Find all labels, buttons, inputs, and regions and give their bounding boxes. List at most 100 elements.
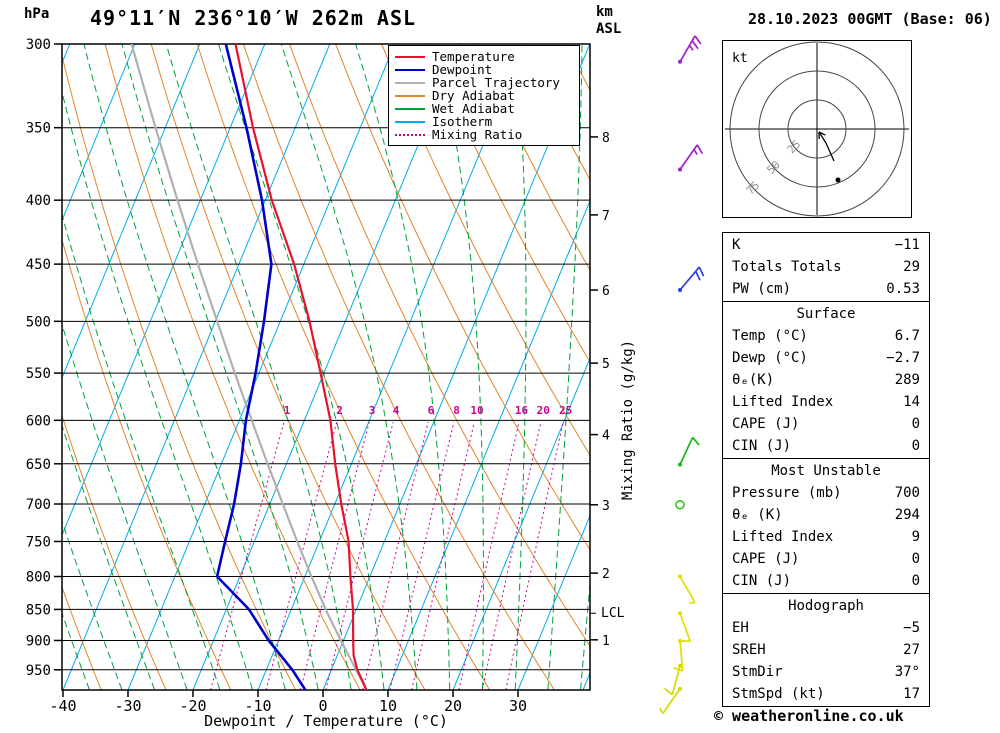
stat-value: 29 [903, 259, 920, 275]
mixing-ratio-axis-label: Mixing Ratio (g/kg) [620, 339, 636, 501]
stats-section-header: Surface [796, 306, 856, 322]
stat-label: Lifted Index [732, 529, 834, 545]
mixing-ratio-lines [210, 421, 564, 690]
stats-section: Most Unstable Pressure (mb) 700 θₑ (K) 294 Li… [722, 458, 930, 594]
dewpoint-curve [215, 44, 307, 690]
temperature-tick-label: 30 [509, 697, 527, 715]
hodograph-wind-trace [818, 131, 835, 162]
km-tick-label: 4 [602, 429, 610, 444]
x-axis-label: Dewpoint / Temperature (°C) [204, 712, 448, 730]
stat-label: θₑ(K) [732, 372, 775, 388]
altitude-unit-label: km ASL [596, 4, 621, 38]
wind-barb [659, 686, 682, 714]
temperature-tick-label: -10 [244, 697, 271, 715]
stat-label: PW (cm) [732, 281, 792, 297]
stat-label: CAPE (J) [732, 416, 800, 432]
stat-row: CAPE (J) 0 [723, 548, 929, 570]
stat-label: θₑ (K) [732, 507, 783, 523]
km-tick-label: 6 [602, 284, 610, 299]
legend-line-swatch [395, 55, 425, 58]
stat-value: 0 [911, 573, 920, 589]
legend-item: Dewpoint [395, 63, 573, 76]
hodograph-panel: 25 50 75 kt [722, 40, 912, 218]
stats-section-header: Most Unstable [771, 463, 881, 479]
parcel-trajectory-curve [130, 44, 368, 690]
stat-value: 14 [903, 394, 920, 410]
run-date-label: 28.10.2023 00GMT (Base: 06) [748, 10, 992, 28]
legend-item: Parcel Trajectory [395, 76, 573, 89]
mixing-ratio-label: 3 [369, 404, 376, 417]
wind-barb [672, 639, 684, 672]
km-axis: 1 2 3 4 5 6 7 8 LCL [590, 131, 625, 649]
stat-value: −5 [903, 620, 920, 636]
stat-value: 294 [894, 507, 920, 523]
stat-value: −2.7 [886, 350, 920, 366]
hodograph-trace-arrowhead [818, 131, 826, 136]
stats-tables: K −11 Totals Totals 29 PW (cm) 0.53 Surface Tem… [722, 232, 930, 707]
stat-label: StmDir [732, 664, 783, 680]
stat-value: 9 [911, 529, 920, 545]
temperature-tick-label: -20 [179, 697, 206, 715]
stat-value: 0.53 [886, 281, 920, 297]
km-tick-label: 8 [602, 131, 610, 146]
wind-barb [663, 663, 682, 696]
legend-label: Mixing Ratio [432, 127, 523, 142]
altitude-unit-km: km [596, 4, 613, 20]
temperature-curve [234, 44, 368, 690]
stat-row: Lifted Index 9 [723, 526, 929, 548]
mixing-ratio-label: 20 [537, 404, 550, 417]
legend-label: Isotherm [432, 114, 493, 129]
stat-label: Totals Totals [732, 259, 842, 275]
stat-label: K [732, 237, 741, 253]
legend-label: Temperature [432, 49, 515, 64]
stat-label: CIN (J) [732, 438, 792, 454]
mixing-ratio-label: 25 [559, 404, 572, 417]
storm-motion-dot [835, 177, 841, 183]
stat-row: EH −5 [723, 617, 929, 639]
pressure-tick-label: 400 [26, 193, 51, 209]
stat-value: 0 [911, 438, 920, 454]
wind-barb [678, 574, 696, 604]
stat-value: 27 [903, 642, 920, 658]
legend-item: Temperature [395, 50, 573, 63]
stat-value: 37° [894, 664, 920, 680]
stat-row: Totals Totals 29 [723, 256, 929, 278]
legend-item: Isotherm [395, 115, 573, 128]
stat-label: EH [732, 620, 749, 636]
stat-row: StmSpd (kt) 17 [723, 683, 929, 705]
mixing-ratio-label: 6 [428, 404, 435, 417]
stat-value: −11 [894, 237, 920, 253]
legend-line-swatch [395, 120, 425, 123]
legend-line-swatch [395, 107, 425, 110]
stat-label: CAPE (J) [732, 551, 800, 567]
plot-border [61, 43, 591, 691]
stat-label: Lifted Index [732, 394, 834, 410]
stat-label: Dewp (°C) [732, 350, 808, 366]
stat-label: SREH [732, 642, 766, 658]
mixing-ratio-label: 10 [470, 404, 483, 417]
legend-item: Dry Adiabat [395, 89, 573, 102]
pressure-unit-label: hPa [24, 6, 50, 22]
hodograph-unit-label: kt [732, 51, 748, 66]
lcl-label: LCL [601, 606, 625, 621]
mixing-ratio-label: 2 [336, 404, 343, 417]
stat-row: PW (cm) 0.53 [723, 278, 929, 300]
legend-item: Wet Adiabat [395, 102, 573, 115]
stat-value: 700 [894, 485, 920, 501]
km-tick-label: 2 [602, 567, 610, 582]
km-tick-label: 7 [602, 209, 610, 224]
pressure-tick-label: 350 [26, 121, 51, 137]
mixing-ratio-label: 1 [284, 404, 291, 417]
wind-barb [675, 499, 685, 510]
stat-value: 17 [903, 686, 920, 702]
pressure-tick-label: 500 [26, 314, 51, 330]
pressure-tick-label: 650 [26, 457, 51, 473]
hodograph-speed-ring [758, 70, 876, 188]
stats-section: K −11 Totals Totals 29 PW (cm) 0.53 [722, 232, 930, 302]
wet-adiabat-lines [62, 44, 590, 690]
hodograph-speed-ring [729, 41, 905, 217]
stat-label: CIN (J) [732, 573, 792, 589]
copyright-link[interactable]: © weatheronline.co.uk [714, 707, 904, 725]
temperature-tick-label: -40 [49, 697, 76, 715]
